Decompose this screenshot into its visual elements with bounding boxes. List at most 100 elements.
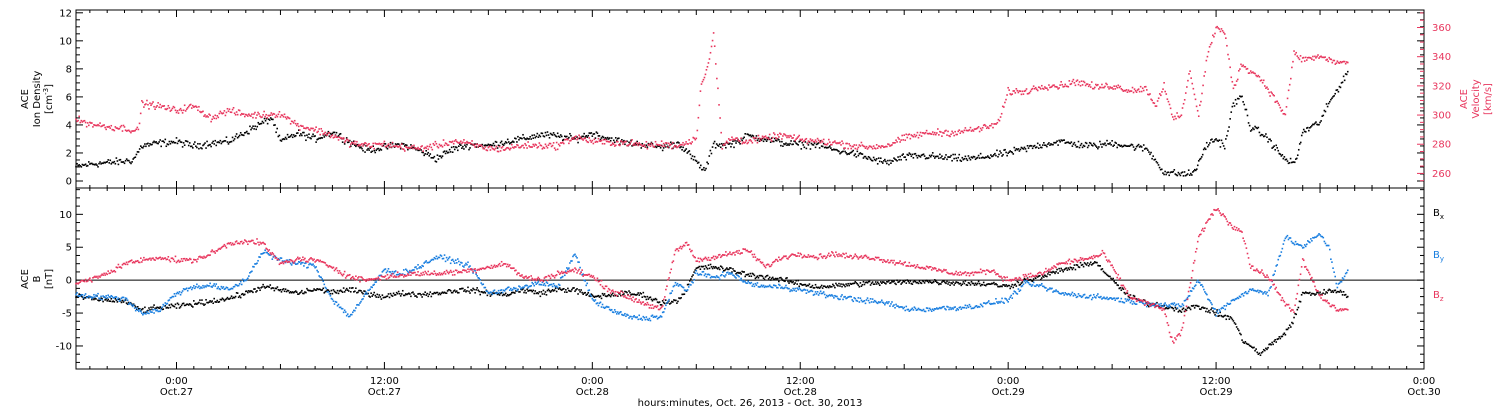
data-point — [1047, 273, 1049, 275]
data-point — [97, 123, 99, 126]
data-point — [730, 139, 732, 141]
data-point — [1022, 93, 1025, 95]
data-point — [946, 134, 948, 136]
data-point — [1106, 274, 1109, 277]
data-point — [1157, 164, 1160, 166]
data-point — [886, 145, 888, 148]
data-point — [369, 145, 371, 148]
data-point — [1047, 89, 1049, 91]
data-point — [748, 281, 751, 284]
data-point — [991, 123, 993, 125]
data-point — [382, 142, 385, 145]
data-point — [564, 138, 566, 141]
data-point — [1063, 85, 1066, 88]
data-point — [256, 290, 258, 292]
data-point — [757, 285, 760, 288]
data-point — [411, 145, 413, 147]
data-point — [857, 146, 860, 149]
data-point — [1302, 56, 1305, 59]
data-point — [542, 146, 545, 149]
data-point — [969, 126, 972, 129]
data-point — [1106, 83, 1108, 86]
data-point — [439, 293, 442, 296]
data-point — [1189, 172, 1192, 175]
data-point — [207, 116, 209, 118]
data-point — [1182, 175, 1185, 177]
data-point — [219, 298, 222, 301]
data-point — [514, 292, 516, 294]
data-point — [459, 141, 461, 144]
data-point — [414, 147, 416, 149]
data-point — [320, 136, 323, 139]
data-point — [349, 290, 352, 293]
data-point — [345, 137, 348, 139]
data-point — [683, 150, 685, 153]
data-point — [206, 301, 208, 304]
data-point — [1325, 103, 1328, 105]
data-point — [1322, 114, 1325, 117]
data-point — [98, 299, 100, 302]
data-point — [699, 268, 702, 271]
data-point — [991, 155, 993, 158]
data-point — [260, 116, 262, 119]
data-point — [686, 142, 688, 145]
data-point — [1208, 309, 1210, 312]
data-point — [692, 136, 695, 139]
data-point — [984, 156, 987, 158]
data-point — [1138, 90, 1141, 93]
data-point — [811, 139, 814, 141]
data-point — [402, 148, 405, 151]
data-point — [1164, 307, 1166, 310]
data-point — [918, 155, 921, 157]
data-point — [595, 131, 598, 133]
data-point — [911, 135, 914, 137]
data-point — [555, 141, 558, 144]
data-point — [1150, 98, 1152, 101]
data-point — [1284, 158, 1287, 161]
data-point — [789, 134, 791, 137]
data-point — [699, 273, 702, 275]
data-point — [216, 299, 219, 302]
data-point — [749, 134, 752, 136]
data-point — [710, 266, 713, 268]
data-point — [676, 146, 678, 149]
data-point — [239, 131, 242, 134]
data-point — [1242, 341, 1244, 344]
data-point — [162, 140, 165, 142]
data-point — [1225, 138, 1227, 140]
data-point — [535, 292, 538, 295]
data-point — [648, 296, 651, 299]
data-point — [522, 288, 524, 290]
data-point — [410, 271, 412, 274]
data-point — [634, 316, 636, 318]
data-point — [1214, 314, 1216, 316]
data-point — [886, 162, 888, 165]
data-point — [849, 152, 851, 154]
data-point — [1236, 97, 1239, 100]
data-point — [395, 144, 398, 146]
data-point — [207, 285, 209, 287]
data-point — [83, 119, 86, 122]
data-point — [702, 78, 705, 81]
data-point — [317, 130, 319, 133]
data-point — [976, 156, 979, 159]
data-point — [930, 133, 933, 135]
data-point — [1288, 83, 1291, 86]
data-point — [326, 291, 329, 293]
data-point — [971, 157, 974, 159]
data-point — [929, 155, 932, 158]
data-point — [473, 143, 475, 146]
data-point — [450, 291, 453, 294]
data-point — [411, 269, 413, 272]
data-point — [221, 287, 224, 289]
data-point — [1043, 88, 1045, 90]
data-point — [534, 290, 537, 292]
data-point — [723, 274, 725, 277]
data-point — [596, 302, 599, 304]
data-point — [1099, 86, 1101, 88]
data-point — [1004, 101, 1006, 104]
data-point — [1007, 86, 1009, 89]
data-point — [536, 282, 539, 284]
data-point — [148, 108, 150, 110]
data-point — [542, 289, 545, 292]
